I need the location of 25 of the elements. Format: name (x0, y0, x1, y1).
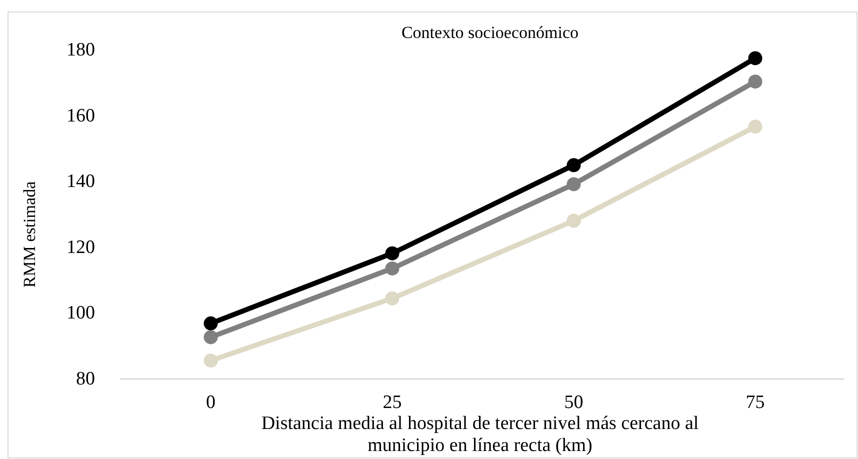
y-tick-label: 140 (66, 171, 95, 192)
point (748, 74, 762, 89)
x-axis-title: Distancia media al hospital de tercer nivel más cercano al municipio en línea recta (km) (261, 413, 699, 456)
point (204, 354, 218, 368)
x-tick-label: 75 (746, 392, 765, 413)
point (385, 261, 400, 276)
x-tick-label: 50 (564, 392, 584, 413)
x-tick-label: 25 (382, 392, 402, 413)
y-tick-label: 120 (66, 236, 95, 258)
y-axis-title: RMM estimada (20, 180, 39, 288)
point (748, 120, 762, 134)
y-tick-label: 80 (76, 368, 95, 390)
y-tick-label: 100 (66, 302, 95, 324)
point (566, 214, 581, 228)
point (748, 51, 762, 66)
point (204, 330, 218, 344)
point (204, 316, 218, 330)
point (385, 291, 400, 306)
point (566, 158, 581, 172)
x-tick-label: 0 (206, 392, 216, 413)
y-tick-label: 160 (66, 105, 95, 126)
point (566, 177, 581, 192)
chart-title: Contexto socioeconómico (401, 23, 579, 42)
point (385, 246, 400, 260)
y-tick-label: 180 (66, 40, 95, 60)
